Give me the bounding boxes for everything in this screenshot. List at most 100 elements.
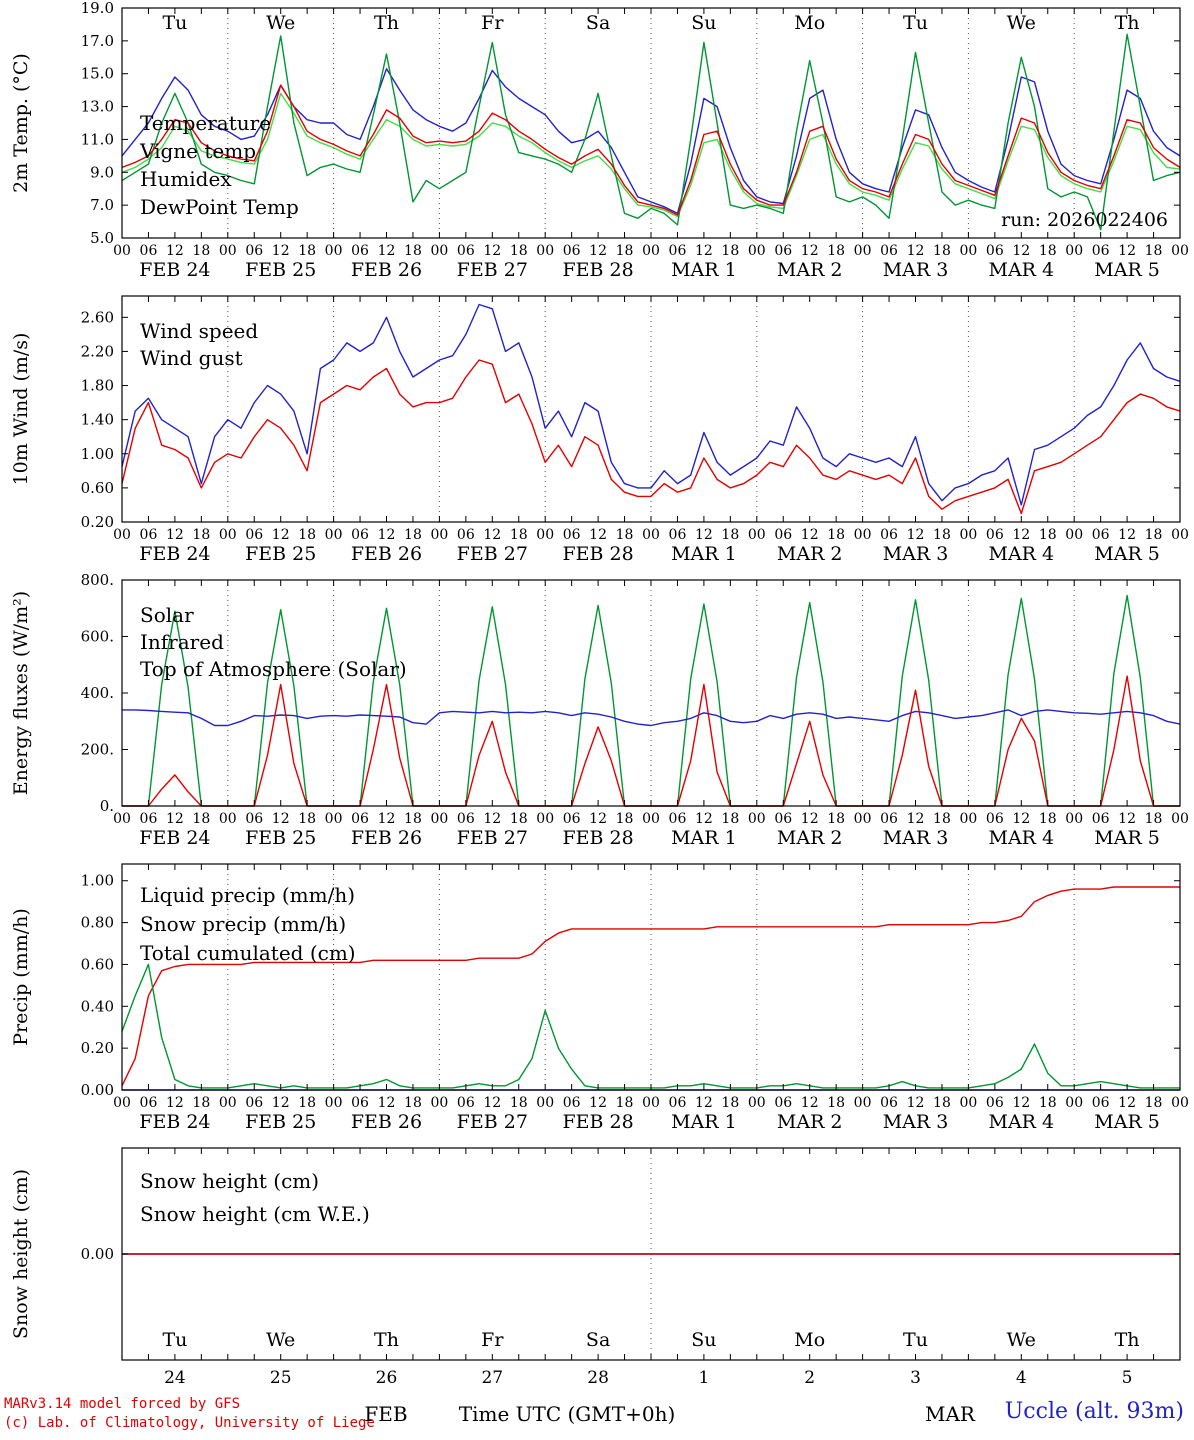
hour-tick-label: 18 bbox=[1145, 243, 1163, 259]
series-line-wind-gust bbox=[121, 303, 1181, 506]
legend-temperature: Temperature bbox=[140, 111, 271, 135]
panel-precipitation: 00 06 12 18 00 06 12 18 00 06 12 18 00 06 12 18 00 06 12 18… bbox=[0, 858, 1194, 1142]
hour-tick-label: 06 bbox=[1092, 243, 1110, 259]
y-tick-label: 17.0 bbox=[81, 32, 114, 50]
legend-wind-gust: Wind gust bbox=[140, 346, 243, 370]
hour-tick-label: 06 bbox=[351, 811, 369, 827]
date-label: MAR 1 bbox=[671, 827, 737, 849]
hour-tick-label: 12 bbox=[272, 527, 290, 543]
date-label: FEB 26 bbox=[351, 827, 422, 849]
hour-tick-label: 18 bbox=[933, 811, 951, 827]
day-number-label: 1 bbox=[698, 1368, 709, 1388]
day-number-label: 28 bbox=[587, 1368, 609, 1388]
date-label: FEB 28 bbox=[562, 259, 633, 281]
hour-tick-label: 06 bbox=[986, 243, 1004, 259]
month-label-mar: MAR bbox=[925, 1402, 975, 1426]
hour-tick-label: 00 bbox=[325, 243, 343, 259]
day-number-label: 5 bbox=[1122, 1368, 1133, 1388]
series-line-wind-speed bbox=[121, 359, 1181, 515]
y-tick-label: 9.0 bbox=[90, 163, 114, 181]
date-label: FEB 27 bbox=[457, 1111, 528, 1133]
hour-tick-label: 12 bbox=[907, 243, 925, 259]
precipitation-chart: 00 06 12 18 00 06 12 18 00 06 12 18 00 06 12 18 00 06 12 18… bbox=[10, 863, 1189, 1133]
series-group bbox=[121, 303, 1181, 515]
gridlines bbox=[227, 580, 1075, 806]
hour-tick-label: 18 bbox=[192, 1095, 210, 1111]
weekday-label: Th bbox=[1115, 12, 1140, 34]
hour-tick-label: 00 bbox=[854, 527, 872, 543]
hour-tick-label: 06 bbox=[245, 811, 263, 827]
hour-tick-label: 18 bbox=[616, 811, 634, 827]
hour-tick-label: 12 bbox=[801, 1095, 819, 1111]
y-tick-label: 11.0 bbox=[81, 130, 114, 148]
legend: Temperature Vigne temp Humidex DewPoint Tem… bbox=[139, 111, 299, 219]
date-label: MAR 1 bbox=[671, 259, 737, 281]
date-label: MAR 3 bbox=[883, 827, 949, 849]
date-label: MAR 2 bbox=[777, 1111, 843, 1133]
hour-tick-label: 12 bbox=[801, 243, 819, 259]
hour-tick-label: 06 bbox=[880, 243, 898, 259]
hour-tick-label: 06 bbox=[1092, 527, 1110, 543]
wind-chart: 00 06 12 18 00 06 12 18 00 06 12 18 00 06 12 18 00 06 12 18… bbox=[10, 295, 1189, 565]
hour-tick-label: 18 bbox=[1145, 811, 1163, 827]
hour-tick-label: 18 bbox=[1039, 1095, 1057, 1111]
hour-tick-label: 00 bbox=[113, 527, 131, 543]
legend-top-of-atmosphere-solar-: Top of Atmosphere (Solar) bbox=[140, 657, 407, 681]
legend-snow-height-cm-: Snow height (cm) bbox=[140, 1169, 319, 1193]
series-line-dewpoint-temp bbox=[121, 92, 1181, 218]
legend-vigne-temp: Vigne temp bbox=[139, 139, 256, 163]
hour-tick-label: 12 bbox=[801, 527, 819, 543]
y-tick-label: 1.80 bbox=[81, 377, 114, 395]
hour-tick-label: 18 bbox=[616, 243, 634, 259]
hour-tick-label: 06 bbox=[140, 527, 158, 543]
hour-tick-label: 18 bbox=[192, 243, 210, 259]
hour-tick-label: 06 bbox=[457, 243, 475, 259]
hour-tick-label: 00 bbox=[1171, 243, 1189, 259]
hour-tick-label: 12 bbox=[589, 527, 607, 543]
date-label: MAR 4 bbox=[988, 1111, 1054, 1133]
hour-tick-label: 00 bbox=[748, 1095, 766, 1111]
hour-tick-label: 18 bbox=[404, 527, 422, 543]
hour-tick-label: 00 bbox=[959, 811, 977, 827]
date-label: MAR 1 bbox=[671, 543, 737, 565]
y-tick-label: 2.20 bbox=[81, 342, 114, 360]
hour-tick-label: 18 bbox=[933, 243, 951, 259]
hour-tick-label: 00 bbox=[325, 811, 343, 827]
hour-tick-label: 00 bbox=[748, 527, 766, 543]
hour-tick-label: 12 bbox=[483, 1095, 501, 1111]
temperature-chart: 00 06 12 18 00 06 12 18 00 06 12 18 00 06 12 18 00 06 12 18… bbox=[10, 0, 1189, 281]
hour-tick-label: 12 bbox=[166, 243, 184, 259]
x-axis: 00 06 12 18 00 06 12 18 00 06 12 18 00 06 12 18 00 06 12 18… bbox=[113, 580, 1189, 827]
hour-tick-label: 00 bbox=[959, 527, 977, 543]
hour-tick-label: 00 bbox=[113, 243, 131, 259]
hour-tick-label: 12 bbox=[695, 811, 713, 827]
hour-tick-label: 12 bbox=[907, 1095, 925, 1111]
hour-tick-label: 18 bbox=[298, 811, 316, 827]
hour-tick-label: 00 bbox=[113, 1095, 131, 1111]
hour-tick-label: 00 bbox=[748, 811, 766, 827]
hour-tick-label: 12 bbox=[378, 527, 396, 543]
y-tick-label: 0.00 bbox=[81, 1081, 114, 1099]
date-label: MAR 5 bbox=[1094, 543, 1160, 565]
hour-tick-label: 06 bbox=[245, 243, 263, 259]
hour-tick-label: 18 bbox=[404, 243, 422, 259]
hour-tick-label: 00 bbox=[536, 243, 554, 259]
y-tick-label: 0.60 bbox=[81, 479, 114, 497]
hour-tick-label: 12 bbox=[272, 811, 290, 827]
hour-tick-label: 18 bbox=[510, 811, 528, 827]
hour-tick-label: 00 bbox=[430, 1095, 448, 1111]
hour-tick-label: 06 bbox=[140, 811, 158, 827]
hour-tick-label: 06 bbox=[880, 811, 898, 827]
y-tick-label: 600. bbox=[81, 628, 114, 646]
time-axis-label: Time UTC (GMT+0h) bbox=[458, 1402, 676, 1426]
x-axis: 00 06 12 18 00 06 12 18 00 06 12 18 00 06 12 18 00 06 12 18… bbox=[113, 296, 1189, 543]
legend-dewpoint-temp: DewPoint Temp bbox=[140, 195, 299, 219]
hour-tick-label: 06 bbox=[563, 1095, 581, 1111]
hour-tick-label: 00 bbox=[642, 1095, 660, 1111]
gridlines bbox=[227, 8, 1075, 238]
hour-tick-label: 18 bbox=[510, 1095, 528, 1111]
hour-tick-label: 06 bbox=[563, 527, 581, 543]
date-label: FEB 25 bbox=[245, 827, 316, 849]
date-label: MAR 4 bbox=[988, 259, 1054, 281]
